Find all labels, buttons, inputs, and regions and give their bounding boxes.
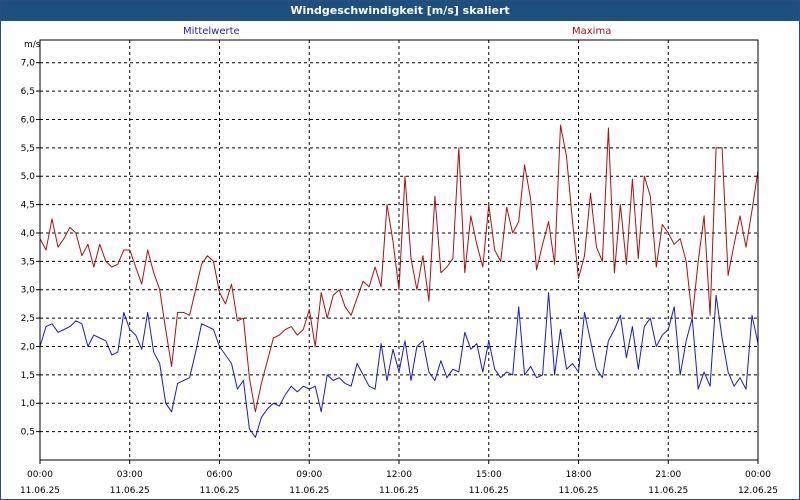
x-tick-time: 15:00 [476, 470, 502, 480]
x-tick-time: 21:00 [655, 470, 681, 480]
x-tick-date: 11.06.25 [379, 486, 419, 496]
y-tick-label: 3,5 [21, 257, 35, 267]
legend-mittelwerte: Mittelwerte [183, 26, 240, 37]
x-tick-date: 11.06.25 [469, 486, 509, 496]
window-title: Windgeschwindigkeit [m/s] skaliert [1, 1, 799, 21]
y-tick-label: 4,5 [21, 201, 35, 211]
x-tick-time: 18:00 [566, 470, 592, 480]
y-tick-label: 4,0 [21, 229, 36, 239]
y-tick-label: 5,0 [21, 172, 36, 182]
y-tick-label: 1,0 [21, 399, 36, 409]
x-tick-time: 06:00 [207, 470, 233, 480]
y-tick-label: 2,0 [21, 342, 36, 352]
x-tick-time: 00:00 [745, 470, 771, 480]
series-line-maxima [39, 124, 759, 413]
series-line-mittelwerte [39, 292, 759, 438]
x-tick-time: 12:00 [386, 470, 412, 480]
y-tick-label: 7,0 [21, 59, 36, 69]
y-tick-label: 6,0 [21, 115, 36, 125]
y-tick-label: 3,0 [21, 286, 36, 296]
x-tick-date: 11.06.25 [199, 486, 239, 496]
x-tick-time: 09:00 [296, 470, 322, 480]
y-tick-label: 1,5 [21, 371, 35, 381]
x-tick-date: 11.06.25 [289, 486, 329, 496]
y-tick-label: 2,5 [21, 314, 35, 324]
legend-maxima: Maxima [572, 26, 612, 37]
x-tick-date: 11.06.25 [558, 486, 598, 496]
y-tick-label: 0,5 [21, 428, 35, 438]
x-tick-date: 11.06.25 [20, 486, 60, 496]
y-tick-label: 6,5 [21, 87, 35, 97]
x-tick-time: 00:00 [27, 470, 53, 480]
y-axis-unit: m/s [24, 40, 41, 50]
y-tick-label: 5,5 [21, 144, 35, 154]
x-tick-time: 03:00 [117, 470, 143, 480]
x-tick-date: 11.06.25 [648, 486, 688, 496]
x-tick-date: 12.06.25 [738, 486, 778, 496]
x-tick-date: 11.06.25 [110, 486, 150, 496]
